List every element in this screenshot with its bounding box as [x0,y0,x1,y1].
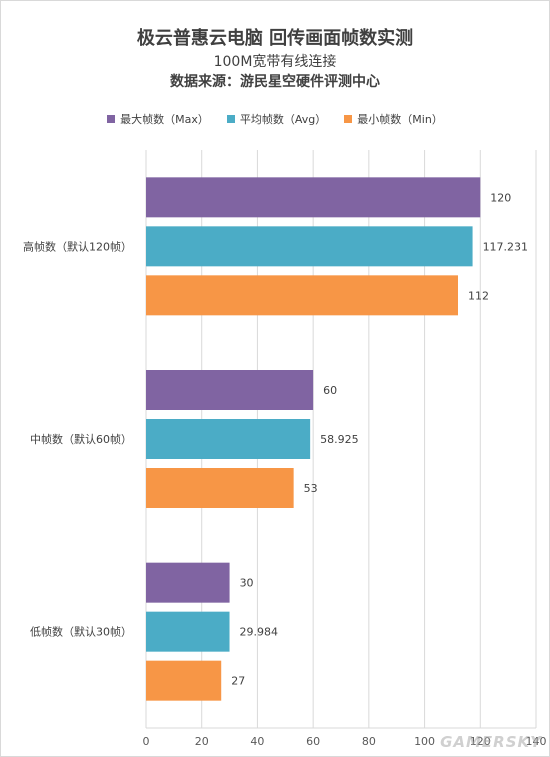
data-label: 53 [304,482,318,495]
legend-swatch-min [344,115,353,123]
bar [146,562,230,603]
data-label: 29.984 [240,626,279,639]
x-tick-label: 40 [250,735,264,748]
data-label: 60 [323,384,337,397]
bar [146,226,473,267]
chart-legend: 最大帧数（Max） 平均帧数（Avg） 最小帧数（Min） [0,111,550,127]
legend-item-avg: 平均帧数（Avg） [226,111,327,127]
bar [146,275,458,316]
data-label: 27 [231,675,245,688]
legend-swatch-max [107,115,116,123]
category-label: 低帧数（默认30帧） [30,625,132,639]
category-label: 中帧数（默认60帧） [30,432,132,446]
chart-title: 极云普惠云电脑 回传画面帧数实测 [136,28,414,49]
x-tick-label: 140 [526,735,547,748]
legend-item-min: 最小帧数（Min） [344,111,443,127]
watermark-logo: GAMERSKY [440,733,542,751]
bar [146,419,311,459]
bar [146,370,314,410]
legend-label-min: 最小帧数（Min） [357,113,443,126]
data-label: 120 [490,191,511,204]
legend-label-avg: 平均帧数（Avg） [239,113,327,126]
data-label: 30 [240,577,254,590]
data-label: 117.231 [483,240,529,253]
x-tick-label: 0 [143,735,150,748]
legend-label-max: 最大帧数（Max） [120,113,209,126]
bar [146,611,230,652]
legend-swatch-avg [226,115,235,123]
legend-item-max: 最大帧数（Max） [107,111,209,127]
category-label: 高帧数（默认120帧） [23,239,132,253]
x-tick-label: 120 [470,735,491,748]
x-tick-label: 20 [195,735,209,748]
x-tick-label: 80 [362,735,376,748]
chart-titles: 极云普惠云电脑 回传画面帧数实测 100M宽带有线连接 数据来源：游民星空硬件评… [0,28,550,92]
data-label: 58.925 [320,433,359,446]
bar [146,660,222,701]
x-tick-label: 60 [306,735,320,748]
x-tick-label: 100 [414,735,435,748]
bar [146,177,481,218]
chart-subtitle: 100M宽带有线连接 [213,54,337,70]
bar [146,468,294,508]
chart-source: 数据来源：游民星空硬件评测中心 [170,74,380,90]
data-label: 112 [468,289,489,302]
